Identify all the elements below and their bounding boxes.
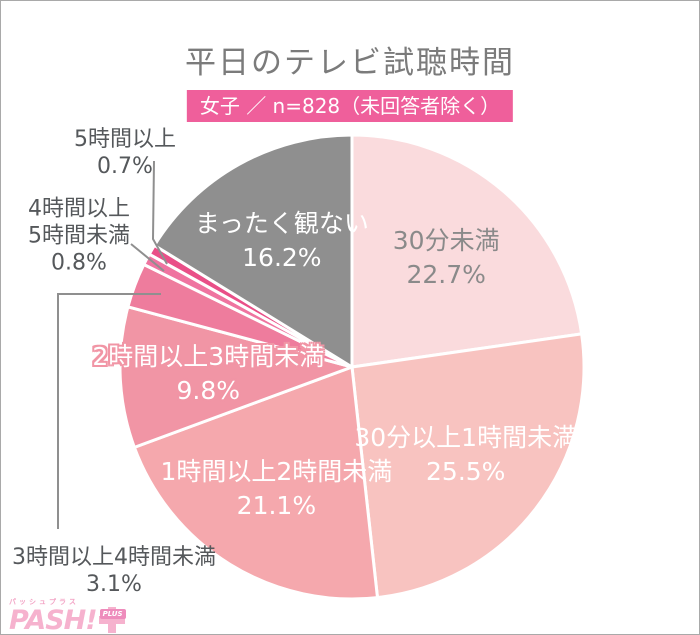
pie-slice-4 [118,305,354,449]
logo-wordmark: PASH! [9,605,98,635]
leader-line-1 [151,160,168,265]
plus-icon: PLUS [98,607,126,633]
pie-slice-1 [350,133,584,369]
pash-plus-logo: パッシュプラス PASH! PLUS [9,597,126,635]
logo-plus-label: PLUS [99,609,126,619]
sample-badge: 女子 ／ n=828（未回答者除く） [186,90,514,122]
leader-line-3 [57,293,161,529]
pie-slice-8 [152,133,354,369]
leader-line-2 [130,243,165,272]
page-title: 平日のテレビ試聴時間 [185,45,515,81]
pie-slice-2 [350,332,586,600]
logo-kana-text: パッシュプラス [9,598,79,606]
